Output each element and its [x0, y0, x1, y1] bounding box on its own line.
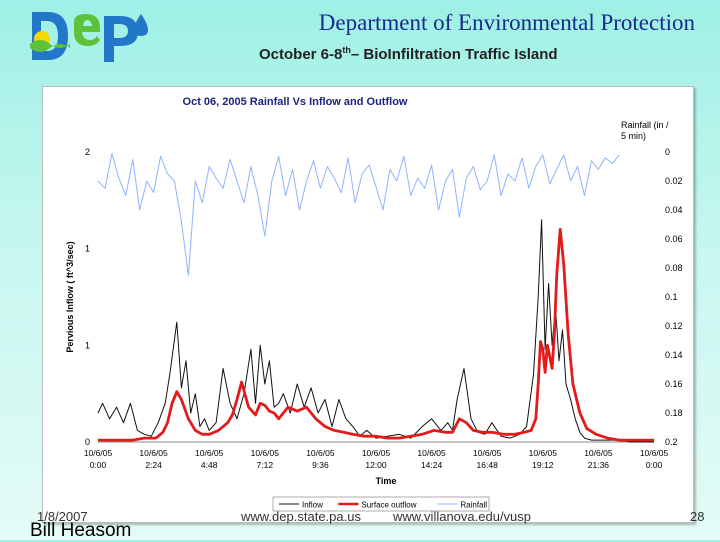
- x-axis-title: Time: [376, 476, 397, 486]
- x-tick-time: 9:36: [312, 460, 329, 470]
- y2-tick-label: 0: [665, 147, 670, 157]
- x-tick-date: 10/6/05: [529, 448, 558, 458]
- y2-tick-label: 0.18: [665, 408, 683, 418]
- x-tick-time: 21:36: [588, 460, 610, 470]
- y2-tick-label: 0.16: [665, 379, 683, 389]
- footer-link-villanova[interactable]: www.villanova.edu/vusp: [393, 509, 532, 524]
- y-axis-title: Pervious Inflow ( ft^3/sec): [65, 241, 75, 352]
- department-title: Department of Environmental Protection: [318, 10, 695, 35]
- x-tick-time: 12:00: [365, 460, 387, 470]
- x-tick-time: 0:00: [90, 460, 107, 470]
- y2-tick-label: 0.2: [665, 437, 678, 447]
- dep-logo: [30, 12, 148, 62]
- legend-box: [272, 496, 490, 512]
- y-tick-label: 0: [85, 437, 90, 447]
- footer-author: Bill Heasom: [30, 520, 132, 541]
- y2-tick-label: 0.02: [665, 176, 683, 186]
- y2-tick-label: 0.06: [665, 234, 683, 244]
- series-line-inflow: [97, 219, 654, 443]
- slide-subtitle: October 6-8th– BioInfiltration Traffic I…: [259, 45, 558, 63]
- y-tick-label: 1: [85, 340, 90, 350]
- x-tick-date: 10/6/05: [306, 448, 335, 458]
- y-tick-label: 1: [85, 244, 90, 254]
- x-tick-date: 10/6/05: [195, 448, 224, 458]
- x-tick-date: 10/6/05: [417, 448, 446, 458]
- x-tick-date: 10/6/05: [139, 448, 168, 458]
- footer-link-dep[interactable]: www.dep.state.pa.us: [241, 509, 361, 524]
- page-number: 28: [690, 509, 705, 524]
- x-tick-time: 2:24: [145, 460, 162, 470]
- x-tick-time: 4:48: [201, 460, 218, 470]
- x-tick-date: 10/6/05: [640, 448, 669, 458]
- legend-label: Surface outflow: [361, 501, 416, 510]
- y2-tick-label: 0.04: [665, 205, 683, 215]
- x-tick-time: 7:12: [257, 460, 274, 470]
- footer-date: 1/8/2007: [37, 509, 88, 524]
- legend-label: Rainfall: [460, 501, 487, 510]
- x-tick-date: 10/6/05: [84, 448, 113, 458]
- x-tick-date: 10/6/05: [251, 448, 280, 458]
- series-line-surface-outflow: [98, 227, 654, 442]
- y2-tick-label: 0.12: [665, 321, 683, 331]
- x-tick-time: 0:00: [646, 460, 663, 470]
- legend-label: Inflow: [302, 501, 323, 510]
- x-tick-time: 14:24: [421, 460, 443, 470]
- x-tick-time: 16:48: [477, 460, 499, 470]
- chart-frame: Oct 06, 2005 Rainfall Vs Inflow and Outf…: [42, 86, 694, 523]
- y2-tick-label: 0.1: [665, 292, 678, 302]
- x-tick-time: 19:12: [532, 460, 554, 470]
- series-line-rainfall: [97, 153, 620, 276]
- y2-axis-title: Rainfall (in /5 min): [621, 120, 669, 141]
- y2-tick-label: 0.14: [665, 350, 683, 360]
- x-tick-date: 10/6/05: [362, 448, 391, 458]
- x-tick-date: 10/6/05: [473, 448, 502, 458]
- y-tick-label: 2: [85, 147, 90, 157]
- x-tick-date: 10/6/05: [584, 448, 613, 458]
- rainfall-flow-chart: Oct 06, 2005 Rainfall Vs Inflow and Outf…: [65, 96, 683, 512]
- y2-tick-label: 0.08: [665, 263, 683, 273]
- chart-title: Oct 06, 2005 Rainfall Vs Inflow and Outf…: [183, 96, 408, 108]
